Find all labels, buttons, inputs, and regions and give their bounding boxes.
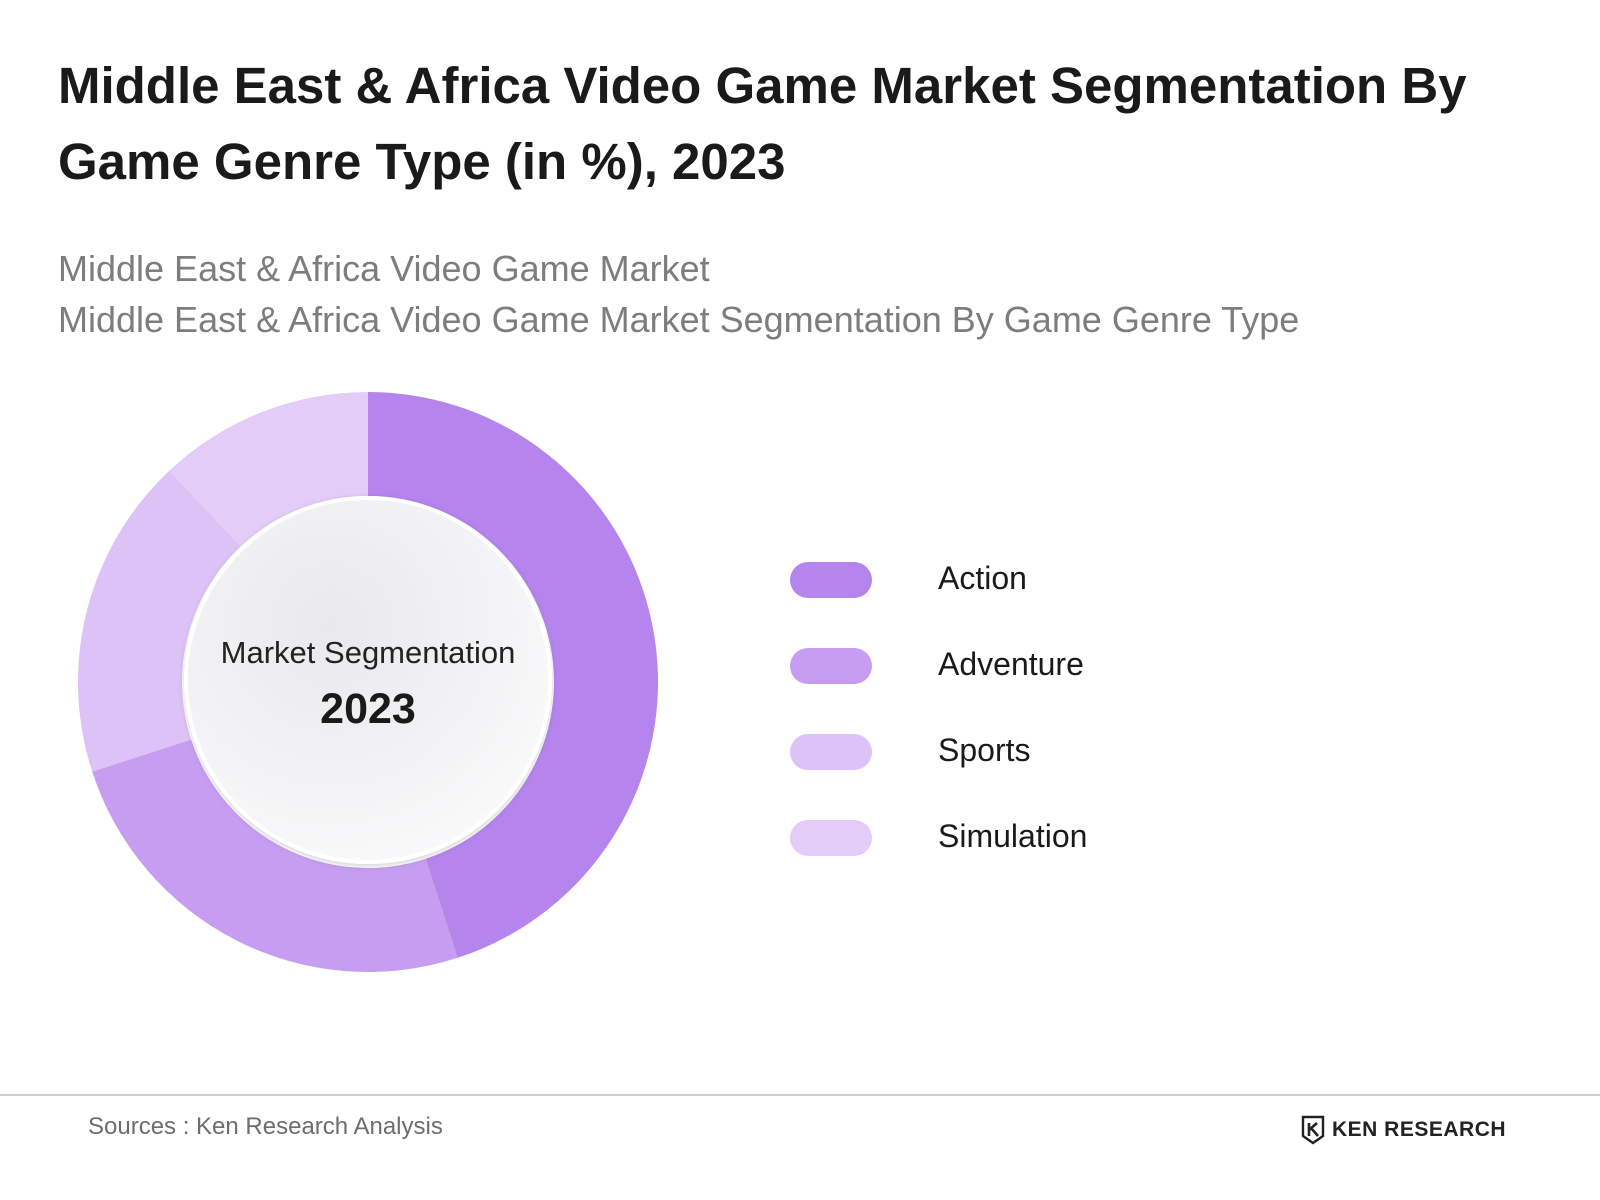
donut-center-label: Market Segmentation — [221, 635, 516, 670]
legend-item-simulation: Simulation — [790, 818, 1350, 904]
legend-swatch-action — [790, 562, 872, 598]
donut-chart: Market Segmentation 2023 — [78, 392, 658, 972]
donut-center-disc — [184, 496, 552, 864]
donut-slice-simulation — [169, 392, 368, 547]
footer-divider — [0, 1094, 1600, 1096]
ken-research-logo-icon — [1301, 1115, 1325, 1145]
legend-label-simulation: Simulation — [938, 818, 1088, 854]
chart-legend: Action Adventure Sports Simulation — [790, 560, 1350, 904]
donut-slices — [78, 392, 658, 972]
legend-label-action: Action — [938, 560, 1027, 596]
chart-subtitle-market: Middle East & Africa Video Game Market — [58, 248, 710, 289]
donut-slice-adventure — [92, 739, 458, 972]
legend-swatch-sports — [790, 734, 872, 770]
legend-item-adventure: Adventure — [790, 646, 1350, 732]
ken-research-logo: KEN RESEARCH — [1300, 1114, 1506, 1146]
donut-slice-sports — [78, 470, 241, 772]
chart-subtitle-segmentation: Middle East & Africa Video Game Market S… — [58, 299, 1300, 340]
source-note: Sources : Ken Research Analysis — [88, 1113, 443, 1140]
legend-item-action: Action — [790, 560, 1350, 646]
donut-center-year: 2023 — [320, 685, 416, 733]
legend-label-sports: Sports — [938, 732, 1031, 768]
donut-slice-action — [368, 392, 658, 958]
ken-research-logo-text: KEN RESEARCH — [1332, 1118, 1507, 1141]
legend-swatch-simulation — [790, 820, 872, 856]
legend-swatch-adventure — [790, 648, 872, 684]
legend-label-adventure: Adventure — [938, 646, 1084, 682]
chart-title: Middle East & Africa Video Game Market S… — [58, 57, 1467, 190]
legend-item-sports: Sports — [790, 732, 1350, 818]
